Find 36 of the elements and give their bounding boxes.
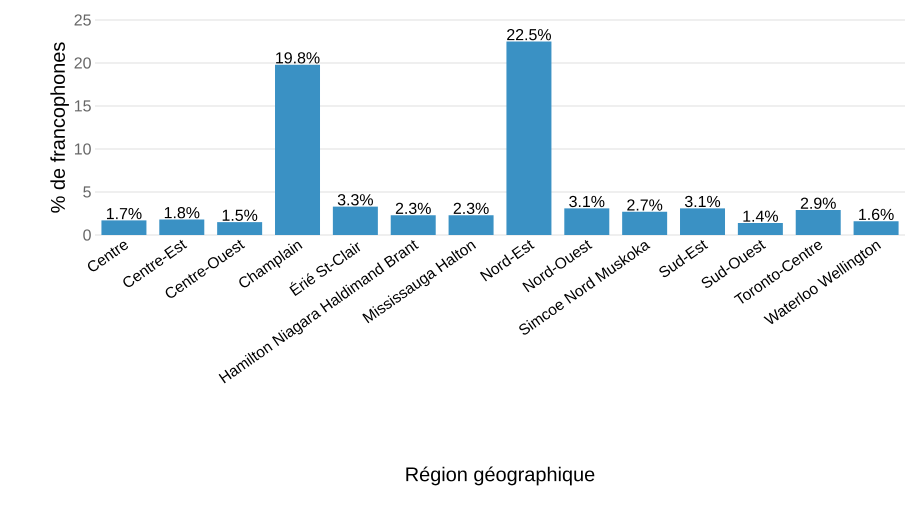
- y-tick-label: 20: [74, 57, 91, 69]
- y-tick-label: 5: [83, 186, 91, 198]
- bar: [622, 212, 668, 235]
- bar: [680, 208, 726, 235]
- bar: [390, 215, 436, 235]
- x-axis-title: Région géographique: [406, 466, 594, 486]
- data-label: 19.8%: [276, 52, 320, 64]
- bar: [854, 221, 899, 235]
- bar: [332, 206, 378, 235]
- y-tick-label: 10: [74, 143, 91, 155]
- bar: [738, 222, 783, 235]
- y-tick-label: 15: [74, 100, 91, 112]
- y-tick-label: 25: [74, 14, 91, 26]
- bar: [448, 215, 494, 235]
- data-label: 1.5%: [222, 210, 258, 221]
- data-label: 2.3%: [454, 202, 489, 214]
- data-label: 2.7%: [627, 199, 662, 211]
- data-label: 1.8%: [164, 207, 200, 218]
- bar: [159, 220, 204, 235]
- data-label: 1.7%: [106, 208, 142, 220]
- data-label: 3.1%: [684, 196, 720, 208]
- data-label: 1.6%: [859, 208, 894, 220]
- bar: [506, 41, 552, 235]
- bar: [564, 208, 610, 235]
- data-label: 2.3%: [396, 202, 431, 214]
- bar: [275, 64, 320, 235]
- data-label: 1.4%: [743, 210, 778, 222]
- bar: [101, 220, 146, 235]
- data-label: 22.5%: [507, 29, 551, 40]
- data-label: 2.9%: [800, 198, 836, 209]
- y-tick-label: 0: [83, 229, 91, 241]
- bar: [796, 210, 841, 235]
- data-label: 3.1%: [569, 196, 604, 208]
- y-axis-title: % de francophones: [50, 42, 69, 213]
- bar: [217, 222, 262, 235]
- data-label: 3.3%: [338, 194, 373, 206]
